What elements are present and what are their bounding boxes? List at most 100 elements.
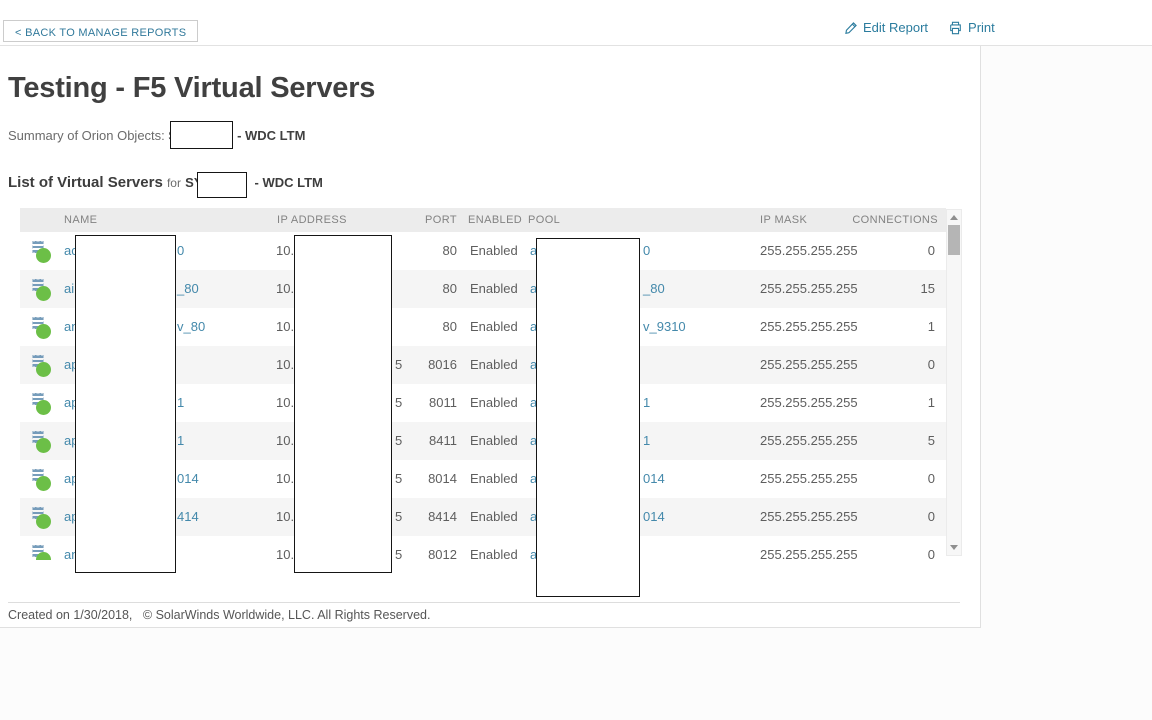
port-value: 8014 bbox=[428, 471, 457, 486]
virtual-server-name-link-suffix[interactable]: 0 bbox=[177, 243, 185, 258]
edit-report-button[interactable]: Edit Report bbox=[844, 20, 928, 35]
ip-address: 10. bbox=[276, 357, 295, 372]
table-scrollbar[interactable] bbox=[946, 209, 962, 556]
port-value: 8016 bbox=[428, 357, 457, 372]
column-header-pool: POOL bbox=[528, 214, 561, 226]
virtual-server-name-link[interactable]: an bbox=[64, 319, 79, 334]
virtual-server-name-link[interactable]: ap bbox=[64, 357, 79, 372]
ip-mask-value: 255.255.255.255 bbox=[760, 547, 858, 560]
status-up-icon bbox=[36, 552, 51, 560]
enabled-status: Enabled bbox=[470, 243, 518, 258]
pool-link-suffix[interactable]: 1 bbox=[643, 395, 651, 410]
ip-address: 10. bbox=[276, 509, 295, 524]
virtual-server-name-link[interactable]: an bbox=[64, 547, 79, 560]
list-title: List of Virtual Servers bbox=[8, 174, 163, 191]
redaction-box-pool-column bbox=[536, 238, 640, 597]
pool-link[interactable]: a bbox=[530, 509, 538, 524]
virtual-server-name-link-suffix[interactable]: _80 bbox=[177, 281, 199, 296]
enabled-status: Enabled bbox=[470, 395, 518, 410]
ip-address-suffix: 5 bbox=[395, 547, 403, 560]
port-value: 8411 bbox=[429, 433, 457, 448]
pool-link-suffix[interactable]: v_9310 bbox=[643, 319, 686, 334]
ip-mask-value: 255.255.255.255 bbox=[760, 243, 858, 258]
ip-address: 10. bbox=[276, 395, 295, 410]
pool-link[interactable]: a bbox=[530, 319, 538, 334]
edit-report-label: Edit Report bbox=[863, 20, 929, 35]
pool-link[interactable]: a bbox=[530, 547, 538, 560]
redaction-box-summary bbox=[170, 121, 233, 149]
ip-mask-value: 255.255.255.255 bbox=[760, 281, 858, 296]
virtual-server-name-link-suffix[interactable]: 1 bbox=[177, 395, 185, 410]
pool-link-suffix[interactable]: 0 bbox=[643, 243, 651, 258]
column-header-enabled: ENABLED bbox=[468, 214, 523, 226]
ip-address-suffix: 5 bbox=[395, 395, 403, 410]
virtual-server-name-link[interactable]: ap bbox=[64, 509, 79, 524]
scroll-up-arrow-icon[interactable] bbox=[950, 215, 958, 220]
column-header-connections: CONNECTIONS bbox=[852, 214, 938, 226]
virtual-server-icon bbox=[32, 393, 54, 415]
virtual-server-name-link[interactable]: ap bbox=[64, 395, 79, 410]
virtual-server-icon bbox=[32, 241, 54, 263]
summary-label: Summary of Orion Objects: bbox=[8, 128, 165, 143]
virtual-server-icon bbox=[32, 507, 54, 529]
pool-link[interactable]: a bbox=[530, 433, 538, 448]
port-value: 80 bbox=[442, 243, 457, 258]
ip-address-suffix: 5 bbox=[395, 357, 403, 372]
page-title: Testing - F5 Virtual Servers bbox=[8, 72, 376, 104]
back-to-manage-reports-button[interactable]: < BACK TO MANAGE REPORTS bbox=[3, 20, 199, 42]
enabled-status: Enabled bbox=[470, 471, 518, 486]
virtual-server-name-link-suffix[interactable]: 1 bbox=[177, 433, 185, 448]
ip-mask-value: 255.255.255.255 bbox=[760, 357, 858, 372]
port-value: 8011 bbox=[429, 395, 457, 410]
virtual-server-icon bbox=[32, 355, 54, 377]
pool-link[interactable]: a bbox=[530, 281, 538, 296]
redaction-box-ip-column bbox=[294, 235, 392, 573]
footer-text: Created on 1/30/2018, © SolarWinds World… bbox=[8, 608, 430, 622]
top-bar: < BACK TO MANAGE REPORTS Edit Report Pri… bbox=[0, 0, 1152, 46]
pool-link[interactable]: a bbox=[530, 357, 538, 372]
ip-address: 10. bbox=[276, 281, 295, 296]
footer-divider bbox=[8, 602, 960, 603]
pool-link-suffix[interactable]: 014 bbox=[643, 471, 665, 486]
redaction-box-name-column bbox=[75, 235, 176, 573]
enabled-status: Enabled bbox=[470, 509, 518, 524]
port-value: 8414 bbox=[428, 509, 457, 524]
connections-value: 0 bbox=[927, 547, 935, 560]
ip-address-suffix: 5 bbox=[395, 509, 403, 524]
ip-mask-value: 255.255.255.255 bbox=[760, 471, 858, 486]
list-heading: List of Virtual Servers for SY - WDC LTM bbox=[8, 174, 323, 191]
print-button[interactable]: Print bbox=[948, 20, 995, 35]
ip-address-suffix: 5 bbox=[395, 471, 403, 486]
summary-node-suffix: - WDC LTM bbox=[237, 128, 306, 143]
pool-link-suffix[interactable]: _80 bbox=[643, 281, 665, 296]
virtual-server-name-link[interactable]: ac bbox=[64, 243, 78, 258]
connections-value: 0 bbox=[927, 357, 935, 372]
pool-link-suffix[interactable]: 1 bbox=[643, 433, 651, 448]
column-header-port: PORT bbox=[425, 214, 457, 226]
ip-address: 10. bbox=[276, 433, 295, 448]
enabled-status: Enabled bbox=[470, 433, 518, 448]
connections-value: 1 bbox=[927, 395, 935, 410]
pool-link[interactable]: a bbox=[530, 243, 538, 258]
pool-link[interactable]: a bbox=[530, 395, 538, 410]
virtual-server-name-link[interactable]: ap bbox=[64, 471, 79, 486]
connections-value: 0 bbox=[927, 243, 935, 258]
connections-value: 1 bbox=[927, 319, 935, 334]
ip-address: 10. bbox=[276, 243, 295, 258]
summary-line: Summary of Orion Objects: S- WDC LTM bbox=[8, 128, 305, 143]
virtual-server-name-link[interactable]: ap bbox=[64, 433, 79, 448]
pool-link-suffix[interactable]: 014 bbox=[643, 509, 665, 524]
printer-icon bbox=[948, 21, 963, 35]
pool-link[interactable]: a bbox=[530, 471, 538, 486]
virtual-server-icon bbox=[32, 469, 54, 491]
ip-mask-value: 255.255.255.255 bbox=[760, 319, 858, 334]
scrollbar-thumb[interactable] bbox=[948, 225, 960, 255]
virtual-server-name-link-suffix[interactable]: 014 bbox=[177, 471, 199, 486]
virtual-server-name-link-suffix[interactable]: 414 bbox=[177, 509, 199, 524]
port-value: 80 bbox=[442, 319, 457, 334]
status-up-icon bbox=[36, 248, 51, 263]
scroll-down-arrow-icon[interactable] bbox=[950, 545, 958, 550]
virtual-server-name-link-suffix[interactable]: v_80 bbox=[177, 319, 206, 334]
virtual-server-name-link[interactable]: ai bbox=[64, 281, 75, 296]
virtual-server-icon bbox=[32, 545, 54, 560]
